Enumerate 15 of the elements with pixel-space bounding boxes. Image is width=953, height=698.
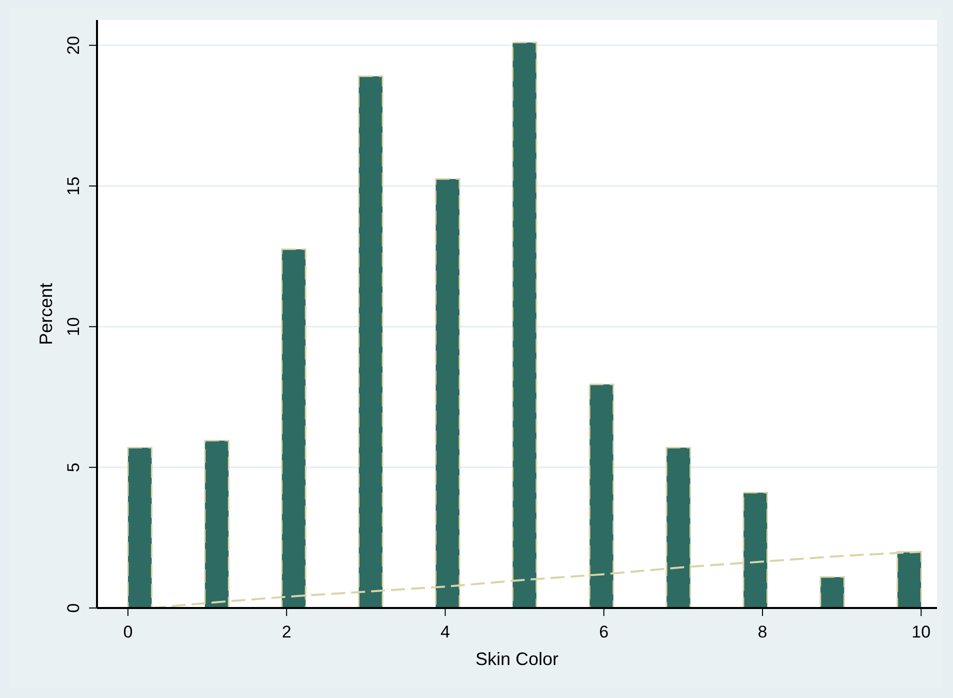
- x-tick-label: 8: [758, 622, 768, 642]
- y-axis-title: Percent: [36, 282, 56, 346]
- x-axis-title: Skin Color: [475, 649, 559, 669]
- y-tick-label: 10: [64, 317, 83, 336]
- x-tick-label: 6: [599, 622, 609, 642]
- x-tick-label: 2: [282, 622, 292, 642]
- x-tick-label: 0: [123, 622, 133, 642]
- y-tick-label: 0: [64, 603, 83, 613]
- bar: [127, 446, 152, 609]
- y-tick-label: 20: [64, 36, 83, 55]
- bar: [820, 576, 845, 609]
- x-tick-label: 4: [440, 622, 450, 642]
- y-tick-label: 5: [64, 462, 83, 472]
- y-tick-label: 15: [64, 176, 83, 196]
- x-tick-label: 10: [912, 622, 931, 642]
